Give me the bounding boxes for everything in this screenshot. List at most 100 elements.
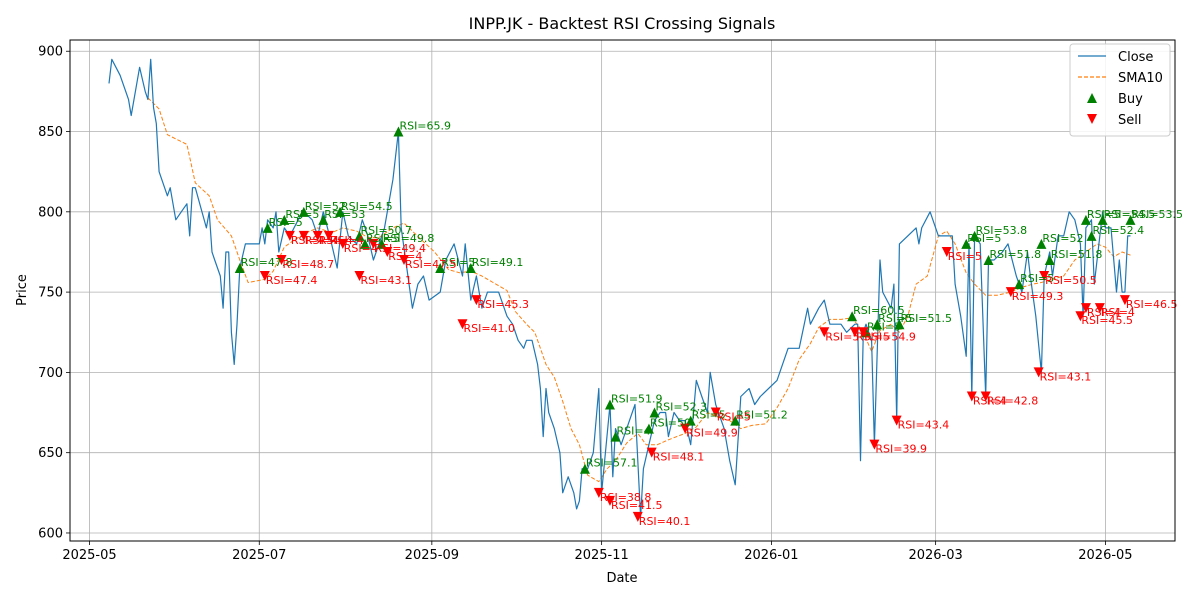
sell-annotation: RSI=43.4 [898,419,950,432]
buy-annotation: RSI=51.2 [736,409,788,422]
sell-annotation: RSI=5 [856,330,890,343]
buy-marker [465,263,476,274]
sell-marker [1033,367,1044,378]
x-axis-ticks: 2025-05 2025-07 2025-09 2025-11 2026-01 2026-… [62,541,1133,563]
buy-annotation: RSI=65.9 [399,120,451,133]
buy-marker [579,463,590,474]
buy-annotation: RSI=51.8 [990,248,1042,261]
sell-annotation: RSI=43.1 [1040,370,1092,383]
buy-marker [604,399,615,410]
sell-marker [1119,295,1130,306]
sell-marker [680,423,691,434]
buy-marker [1086,230,1097,241]
sell-marker [1094,303,1105,314]
buy-annotation: RSI=54.5 [1104,208,1156,221]
sell-annotation: RSI=41.0 [463,322,515,335]
x-tick-label: 2025-11 [574,548,628,563]
sell-annotation: RSI=5 [825,330,859,343]
sell-annotation: RSI=49.4 [374,242,426,255]
sell-marker [298,230,309,241]
buy-annotation: RSI=49.8 [383,232,435,245]
buy-annotation: RSI=57.1 [586,457,638,470]
buy-annotation: RSI=51.9 [611,393,663,406]
buy-annotation: RSI=49.1 [472,256,524,269]
buy-marker [894,319,905,330]
sell-annotation: RSI=42.8 [987,394,1039,407]
sell-annotation: RSI=45.3 [477,298,529,311]
sell-marker [457,319,468,330]
sell-annotation: RSI=4 [388,250,422,263]
sell-marker [1075,311,1086,322]
buy-annotation: RSI=5 [1020,272,1054,285]
legend-label: SMA10 [1118,71,1163,86]
buy-marker [435,263,446,274]
sell-marker [980,391,991,402]
buy-annotation: RSI=51.5 [900,312,952,325]
sell-annotation: RSI=4 [319,234,353,247]
x-axis-label: Date [606,571,637,586]
buy-annotation: RSI=53.8 [976,224,1028,237]
buy-annotation: RSI=5 [285,208,319,221]
buy-marker [234,263,245,274]
buy-annotation: RSI=5 [867,320,901,333]
legend-label: Buy [1118,92,1143,107]
y-tick-label: 800 [38,205,63,220]
sell-annotation: RSI=49.9 [686,427,738,440]
sell-marker [323,230,334,241]
legend-box [1069,43,1171,137]
buy-marker [730,415,741,426]
sell-marker [368,238,379,249]
legend-swatch [1087,93,1097,103]
buy-marker [318,214,329,225]
sell-marker [632,511,643,522]
buy-marker [847,311,858,322]
sell-marker [849,327,860,338]
legend: Close SMA10 Buy Sell [1069,43,1171,137]
buy-marker [872,319,883,330]
buy-annotation: RSI=52.3 [656,401,708,414]
sell-annotation: RSI=5 [948,250,982,263]
buy-annotation: RSI=5 [269,216,303,229]
buy-annotation: RSI=5 [1087,208,1121,221]
buy-marker [1014,279,1025,290]
grid [70,40,1175,541]
buy-annotation: RSI=52 [305,200,346,213]
sell-marker [471,295,482,306]
buy-marker [298,206,309,217]
x-tick-label: 2025-09 [405,548,459,563]
sell-marker [399,254,410,265]
signal-markers [234,126,1136,522]
sell-annotation: RSI=48.1 [653,451,705,464]
buy-marker [1125,214,1136,225]
buy-marker [685,415,696,426]
buy-marker [983,254,994,265]
buy-annotation: RSI=52 [1042,232,1083,245]
buy-marker [649,407,660,418]
sell-marker [276,254,287,265]
buy-annotation: RSI=51.8 [1051,248,1103,261]
sell-marker [382,246,393,257]
sell-annotation: RSI=4 [330,234,364,247]
plot-frame [69,39,1176,542]
buy-annotation: RSI=5 [878,312,912,325]
x-tick-label: 2026-01 [744,548,798,563]
sell-annotation: RSI=4 [344,242,378,255]
buy-annotation: RSI=60.5 [853,304,905,317]
buy-annotation: RSI=5 [967,232,1001,245]
chart-title: INPP.JK - Backtest RSI Crossing Signals [469,14,776,33]
sell-marker [858,327,869,338]
y-tick-label: 650 [38,446,63,461]
buy-annotation: RSI=52.4 [1092,224,1144,237]
buy-annotation: RSI=5 [692,409,726,422]
buy-marker [376,238,387,249]
buy-marker [393,126,404,137]
sell-annotation: RSI=43.1 [360,274,412,287]
sell-annotation: RSI=39.9 [875,443,927,456]
sell-annotation: RSI=4 [291,234,325,247]
sell-annotation: RSI=4 [305,234,339,247]
y-axis-label: Price [15,274,30,306]
sell-annotation: RSI=46.5 [1126,298,1178,311]
sell-marker [284,230,295,241]
